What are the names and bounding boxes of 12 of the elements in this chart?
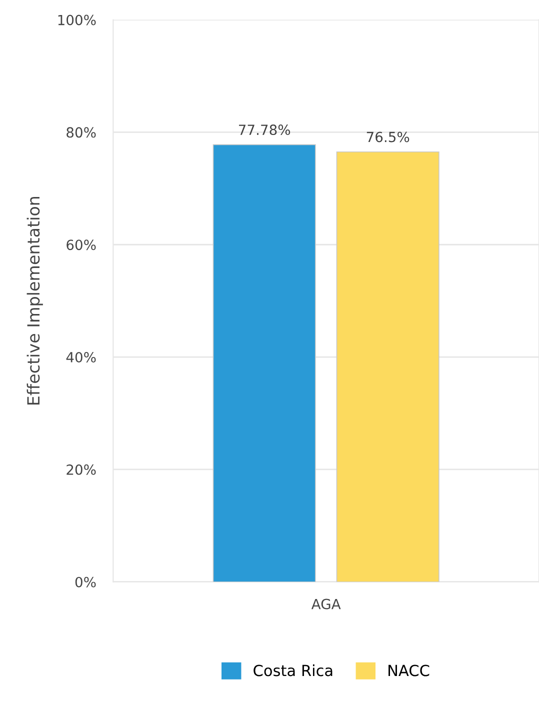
y-tick-label: 80%: [66, 127, 96, 138]
data-label: 77.78%: [239, 124, 290, 136]
y-tick-label: 40%: [66, 352, 96, 363]
y-tick-label: 100%: [58, 14, 96, 26]
legend-label: NACC: [388, 664, 430, 676]
y-tick-label: 20%: [66, 464, 96, 475]
legend-label: Costa Rica: [254, 664, 332, 676]
y-tick-label: 0%: [75, 576, 96, 588]
x-tick-label: AGA: [311, 598, 341, 610]
y-tick-label: 60%: [66, 240, 96, 250]
y-axis-title: Effective Implementation: [26, 196, 43, 404]
data-label: 76.5%: [366, 132, 410, 142]
